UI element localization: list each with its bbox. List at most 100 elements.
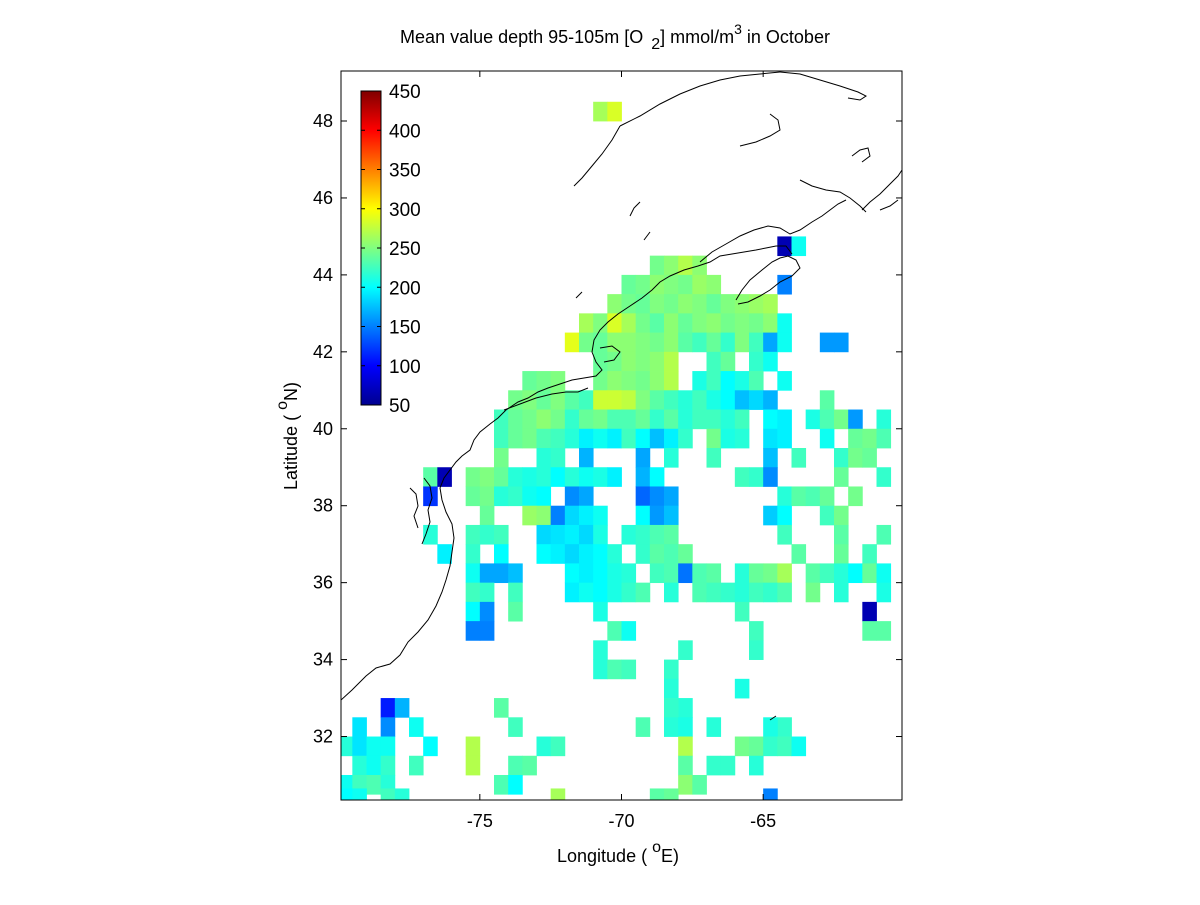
heatmap-cell [579,505,594,526]
heatmap-cell [862,544,877,564]
heatmap-cell [664,332,679,353]
heatmap-cell [536,371,552,391]
heatmap-cell [394,788,410,800]
heatmap-cell [508,601,523,622]
heatmap-cell [465,544,481,564]
heatmap-cell [678,698,693,718]
heatmap-cell [678,332,693,353]
heatmap-cell [465,524,481,545]
title-rest: ] mmol/m [660,27,734,47]
heatmap-cell [607,294,622,314]
heatmap-cell [791,236,807,257]
heatmap-cell [593,640,608,660]
heatmap-cell [834,563,849,584]
heatmap-cell [649,544,665,564]
colorbar-ticks: 50 100 150 200 250 300 350 400 450 [361,82,421,417]
heatmap-cell [777,524,792,545]
heatmap-cell [777,563,792,584]
heatmap-cell [465,582,481,603]
heatmap-cell [834,582,849,603]
heatmap-cell [678,294,693,314]
heatmap-cell [607,390,622,410]
heatmap-cell [678,736,693,757]
heatmap-cell [664,390,679,410]
heatmap-cell [409,717,424,737]
heatmap-cell [465,486,481,507]
heatmap-cell [777,371,792,391]
heatmap-cell [734,371,750,391]
heatmap-cell [819,409,835,430]
y-tick-label: 38 [313,496,333,516]
heatmap-cell [692,563,707,584]
heatmap-cell [593,659,608,680]
heatmap-cell [649,294,665,314]
heatmap-cell [734,678,750,699]
heatmap-cell [341,788,353,800]
heatmap-cell [664,486,679,507]
heatmap-cell [508,486,523,507]
heatmap-cell [635,332,651,353]
heatmap-cell [536,390,552,410]
heatmap-cell [579,524,594,545]
heatmap-cell [550,448,566,468]
heatmap-cell [706,428,722,449]
heatmap-cell [706,409,722,430]
heatmap-cell [692,294,707,314]
heatmap-cell [664,524,679,545]
heatmap-cell [734,582,750,603]
heatmap-cell [678,255,693,276]
heatmap-cell [423,486,438,507]
heatmap-cell [494,448,509,468]
heatmap-cell [635,582,651,603]
heatmap-cell [834,448,849,468]
heatmap-cell [749,755,764,776]
heatmap-cell [763,505,778,526]
heatmap-cell [593,351,608,372]
heatmap-cell [862,601,877,622]
heatmap-cell [791,736,807,757]
heatmap-cell [649,428,665,449]
heatmap-cell [678,774,693,795]
y-axis-label: Latitude ( oN) [274,382,301,490]
heatmap-cell [593,601,608,622]
heatmap-cell [593,390,608,410]
heatmap-cell [621,659,637,680]
heatmap-cell [734,390,750,410]
heatmap-cell [621,428,637,449]
heatmap-cell [479,563,495,584]
heatmap-cell [550,505,566,526]
heatmap-cell [564,505,580,526]
coastline [341,71,902,721]
heatmap-cell [664,274,679,295]
heatmap-cell [706,755,722,776]
heatmap-cell [777,409,792,430]
heatmap-cell [819,428,835,449]
heatmap-cell [834,544,849,564]
heatmap-cell [649,351,665,372]
heatmap-cell [564,332,580,353]
heatmap-cell [593,371,608,391]
heatmap-cell [494,486,509,507]
heatmap-cell [494,698,509,718]
heatmap-cell [749,371,764,391]
heatmap-cell [621,409,637,430]
heatmap-cell [876,467,892,487]
heatmap-cell [494,563,509,584]
heatmap-cell [593,428,608,449]
heatmap-cell [522,409,537,430]
heatmap-cell [579,582,594,603]
colorbar-tick-label: 50 [389,396,410,417]
heatmap-cell [564,428,580,449]
heatmap-cell [734,313,750,333]
heatmap-cell [579,428,594,449]
heatmap-cell [706,717,722,737]
heatmap-cell [692,332,707,353]
colorbar: 50 100 150 200 250 300 350 400 450 [360,82,421,417]
heatmap-cell [579,486,594,507]
colorbar-tick-label: 450 [389,82,421,103]
y-tick-label: 36 [313,573,333,593]
y-axis-label-pre: Latitude ( [281,410,301,490]
y-tick-label: 44 [313,265,333,285]
heatmap-cell [479,505,495,526]
heatmap-cell [479,621,495,641]
